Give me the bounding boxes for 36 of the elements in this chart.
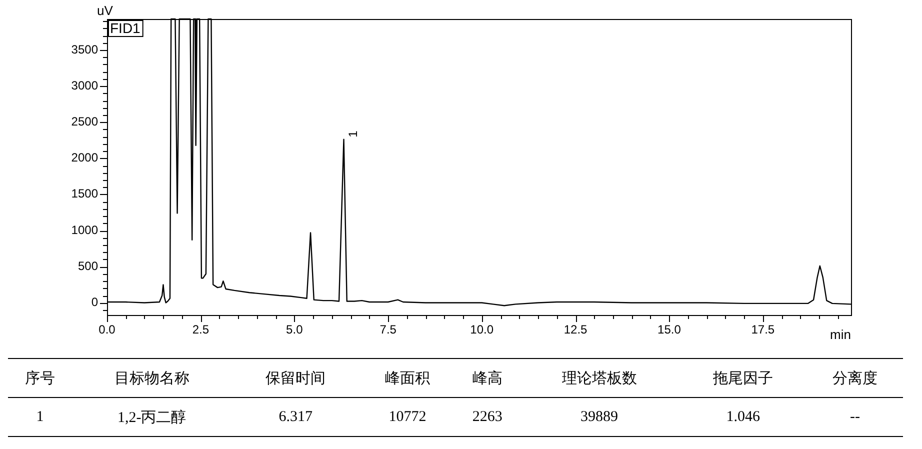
y-tick-label: 3500 — [71, 42, 98, 56]
x-tick-label: 0.0 — [98, 322, 116, 337]
text: 目标物名称 — [72, 358, 232, 398]
x-tick-label: 15.0 — [658, 322, 682, 337]
text: 理论塔板数 — [519, 358, 680, 398]
text: 序号 — [8, 358, 72, 398]
y-tick-label: 2000 — [71, 150, 98, 165]
annotation: FID1 — [110, 20, 141, 36]
y-tick-label: 1500 — [71, 186, 98, 201]
text: 1.046 — [679, 398, 808, 436]
x-axis-title: min — [830, 327, 851, 342]
x-tick-label: 17.5 — [751, 322, 775, 337]
y-tick-label: 1000 — [71, 222, 98, 237]
text: 峰面积 — [360, 358, 456, 398]
text: 保留时间 — [232, 358, 360, 398]
x-tick-label: 2.5 — [192, 322, 210, 337]
text: 峰高 — [455, 358, 520, 398]
text: 2263 — [455, 398, 520, 436]
text: 10772 — [360, 398, 456, 436]
x-tick-label: 12.5 — [564, 322, 588, 337]
y-tick-label: 0 — [91, 295, 98, 310]
text: -- — [807, 398, 903, 436]
text: 1 — [8, 398, 72, 436]
y-axis-title: uV — [97, 3, 114, 18]
text: 1,2-丙二醇 — [72, 398, 232, 436]
x-tick-label: 5.0 — [286, 322, 304, 337]
x-tick-label: 7.5 — [380, 322, 397, 337]
text: 6.317 — [232, 398, 360, 436]
x-tick-label: 10.0 — [470, 322, 494, 337]
text: 分离度 — [807, 358, 903, 398]
annotation: 1 — [346, 130, 360, 138]
text: 39889 — [519, 398, 680, 436]
text: 拖尾因子 — [679, 358, 808, 398]
y-tick-label: 2500 — [71, 114, 98, 129]
y-tick-label: 3000 — [71, 78, 98, 92]
y-tick-label: 500 — [78, 258, 98, 273]
